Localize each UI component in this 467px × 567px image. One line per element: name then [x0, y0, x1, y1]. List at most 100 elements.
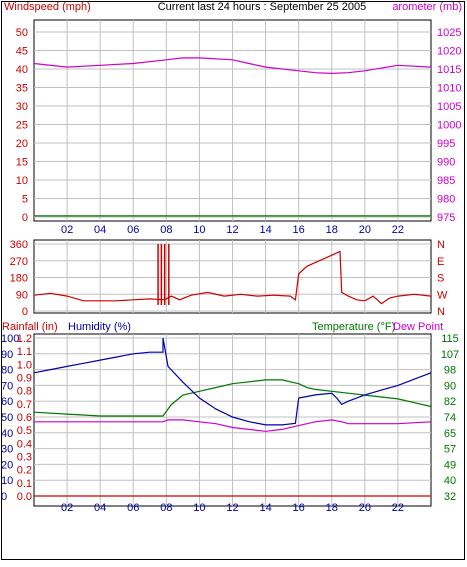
humidity-axis-label: Humidity (%)	[68, 321, 131, 333]
humidity-tick-label: 0	[1, 491, 7, 503]
direction-tick-label: 90	[16, 289, 28, 301]
wind-tick-label: 40	[16, 64, 28, 76]
humidity-series-line	[33, 337, 432, 426]
rainfall-tick-label: 0.8	[17, 386, 32, 398]
wind-tick-label: 10	[16, 175, 28, 187]
humidity-tick-label: 40	[1, 428, 13, 440]
barometer-tick-label: 1020	[437, 46, 461, 58]
rainfall-tick-label: 0.3	[17, 452, 32, 464]
panel-wind-x-tick-label: 14	[259, 224, 271, 236]
rainfall-tick-label: 1.2	[17, 333, 32, 345]
barometer-tick-label: 1015	[437, 64, 461, 76]
panel-climate-x-tick-label: 22	[392, 502, 404, 514]
wind-tick-label: 5	[22, 194, 28, 206]
barometer-tick-label: 1005	[437, 101, 461, 113]
wind-tick-label: 15	[16, 157, 28, 169]
temperature-tick-label: 32	[444, 491, 456, 503]
direction-compass-label: E	[437, 256, 444, 268]
temperature-series-line	[33, 379, 432, 417]
direction-compass-label: S	[437, 273, 444, 285]
dewpoint-series-line	[34, 419, 432, 432]
temperature-tick-label: 90	[444, 380, 456, 392]
panel-wind-x-tick-label: 08	[160, 224, 172, 236]
wind-tick-label: 0	[22, 212, 28, 224]
temperature-tick-label: 65	[444, 428, 456, 440]
panel-climate-x-tick-label: 12	[226, 502, 238, 514]
temperature-tick-label: 107	[441, 349, 459, 361]
panel-wind-x-tick-label: 06	[127, 224, 139, 236]
temperature-axis-label: Temperature (°F)	[312, 321, 395, 333]
wind-axis-label: Windspeed (mph)	[4, 1, 91, 13]
humidity-tick-label: 90	[1, 349, 13, 361]
temperature-tick-label: 98	[444, 365, 456, 377]
rainfall-tick-label: 1.0	[17, 359, 32, 371]
rainfall-tick-label: 0.0	[17, 491, 32, 503]
direction-compass-label: N	[437, 239, 445, 251]
temperature-tick-label: 82	[444, 396, 456, 408]
wind-tick-label: 35	[16, 83, 28, 95]
rainfall-tick-label: 0.1	[17, 478, 32, 490]
panel-wind-x-tick-label: 04	[94, 224, 106, 236]
panel-wind-x-tick-label: 12	[226, 224, 238, 236]
rainfall-axis-label: Rainfall (in)	[2, 321, 58, 333]
humidity-tick-label: 80	[1, 365, 13, 377]
barometer-axis-label: arometer (mb)	[392, 1, 462, 13]
humidity-tick-label: 20	[1, 459, 13, 471]
temperature-tick-label: 49	[444, 459, 456, 471]
rainfall-tick-label: 0.2	[17, 465, 32, 477]
wind-tick-label: 25	[16, 120, 28, 132]
wind-tick-label: 45	[16, 46, 28, 58]
dewpoint-axis-label: Dew Point	[393, 321, 443, 333]
panel-wind-x-tick-label: 20	[359, 224, 371, 236]
direction-tick-label: 270	[10, 256, 28, 268]
humidity-tick-label: 50	[1, 412, 13, 424]
direction-compass-label: W	[437, 289, 448, 301]
panel-climate-x-tick-label: 18	[326, 502, 338, 514]
humidity-tick-label: 30	[1, 444, 13, 456]
barometer-tick-label: 990	[437, 157, 455, 169]
panel-climate-x-tick-label: 16	[293, 502, 305, 514]
panel-wind-x-tick-label: 02	[61, 224, 73, 236]
humidity-tick-label: 70	[1, 380, 13, 392]
rainfall-tick-label: 0.5	[17, 425, 32, 437]
barometer-tick-label: 985	[437, 175, 455, 187]
barometer-tick-label: 1010	[437, 83, 461, 95]
panel-climate-x-tick-label: 06	[127, 502, 139, 514]
barometer-tick-label: 995	[437, 138, 455, 150]
barometer-tick-label: 1025	[437, 27, 461, 39]
wind-tick-label: 50	[16, 27, 28, 39]
panel-climate-x-tick-label: 14	[259, 502, 271, 514]
temperature-tick-label: 115	[441, 333, 459, 345]
rainfall-tick-label: 0.6	[17, 412, 32, 424]
rainfall-tick-label: 0.4	[17, 438, 32, 450]
rainfall-tick-label: 1.1	[17, 346, 32, 358]
panel-climate-x-tick-label: 04	[94, 502, 106, 514]
humidity-tick-label: 100	[1, 333, 19, 345]
temperature-tick-label: 40	[444, 475, 456, 487]
direction-compass-label: N	[437, 306, 445, 318]
rainfall-tick-label: 0.7	[17, 399, 32, 411]
barometer-tick-label: 1000	[437, 120, 461, 132]
panel-climate-x-tick-label: 20	[359, 502, 371, 514]
temperature-tick-label: 74	[444, 412, 456, 424]
direction-tick-label: 180	[10, 273, 28, 285]
wind-tick-label: 30	[16, 101, 28, 113]
temperature-tick-label: 57	[444, 444, 456, 456]
panel-wind-x-tick-label: 16	[293, 224, 305, 236]
wind-direction-line	[33, 250, 432, 305]
barometer-tick-label: 980	[437, 194, 455, 206]
panel-climate-x-tick-label: 10	[193, 502, 205, 514]
panel-wind-x-tick-label: 18	[326, 224, 338, 236]
panel-wind-x-tick-label: 22	[392, 224, 404, 236]
wind-tick-label: 20	[16, 138, 28, 150]
barometer-series-line	[33, 57, 432, 75]
humidity-tick-label: 60	[1, 396, 13, 408]
direction-tick-label: 360	[10, 239, 28, 251]
direction-tick-label: 0	[22, 306, 28, 318]
outer-frame	[1, 1, 465, 560]
panel-wind-x-tick-label: 10	[193, 224, 205, 236]
rainfall-tick-label: 0.9	[17, 373, 32, 385]
panel-climate-x-tick-label: 08	[160, 502, 172, 514]
